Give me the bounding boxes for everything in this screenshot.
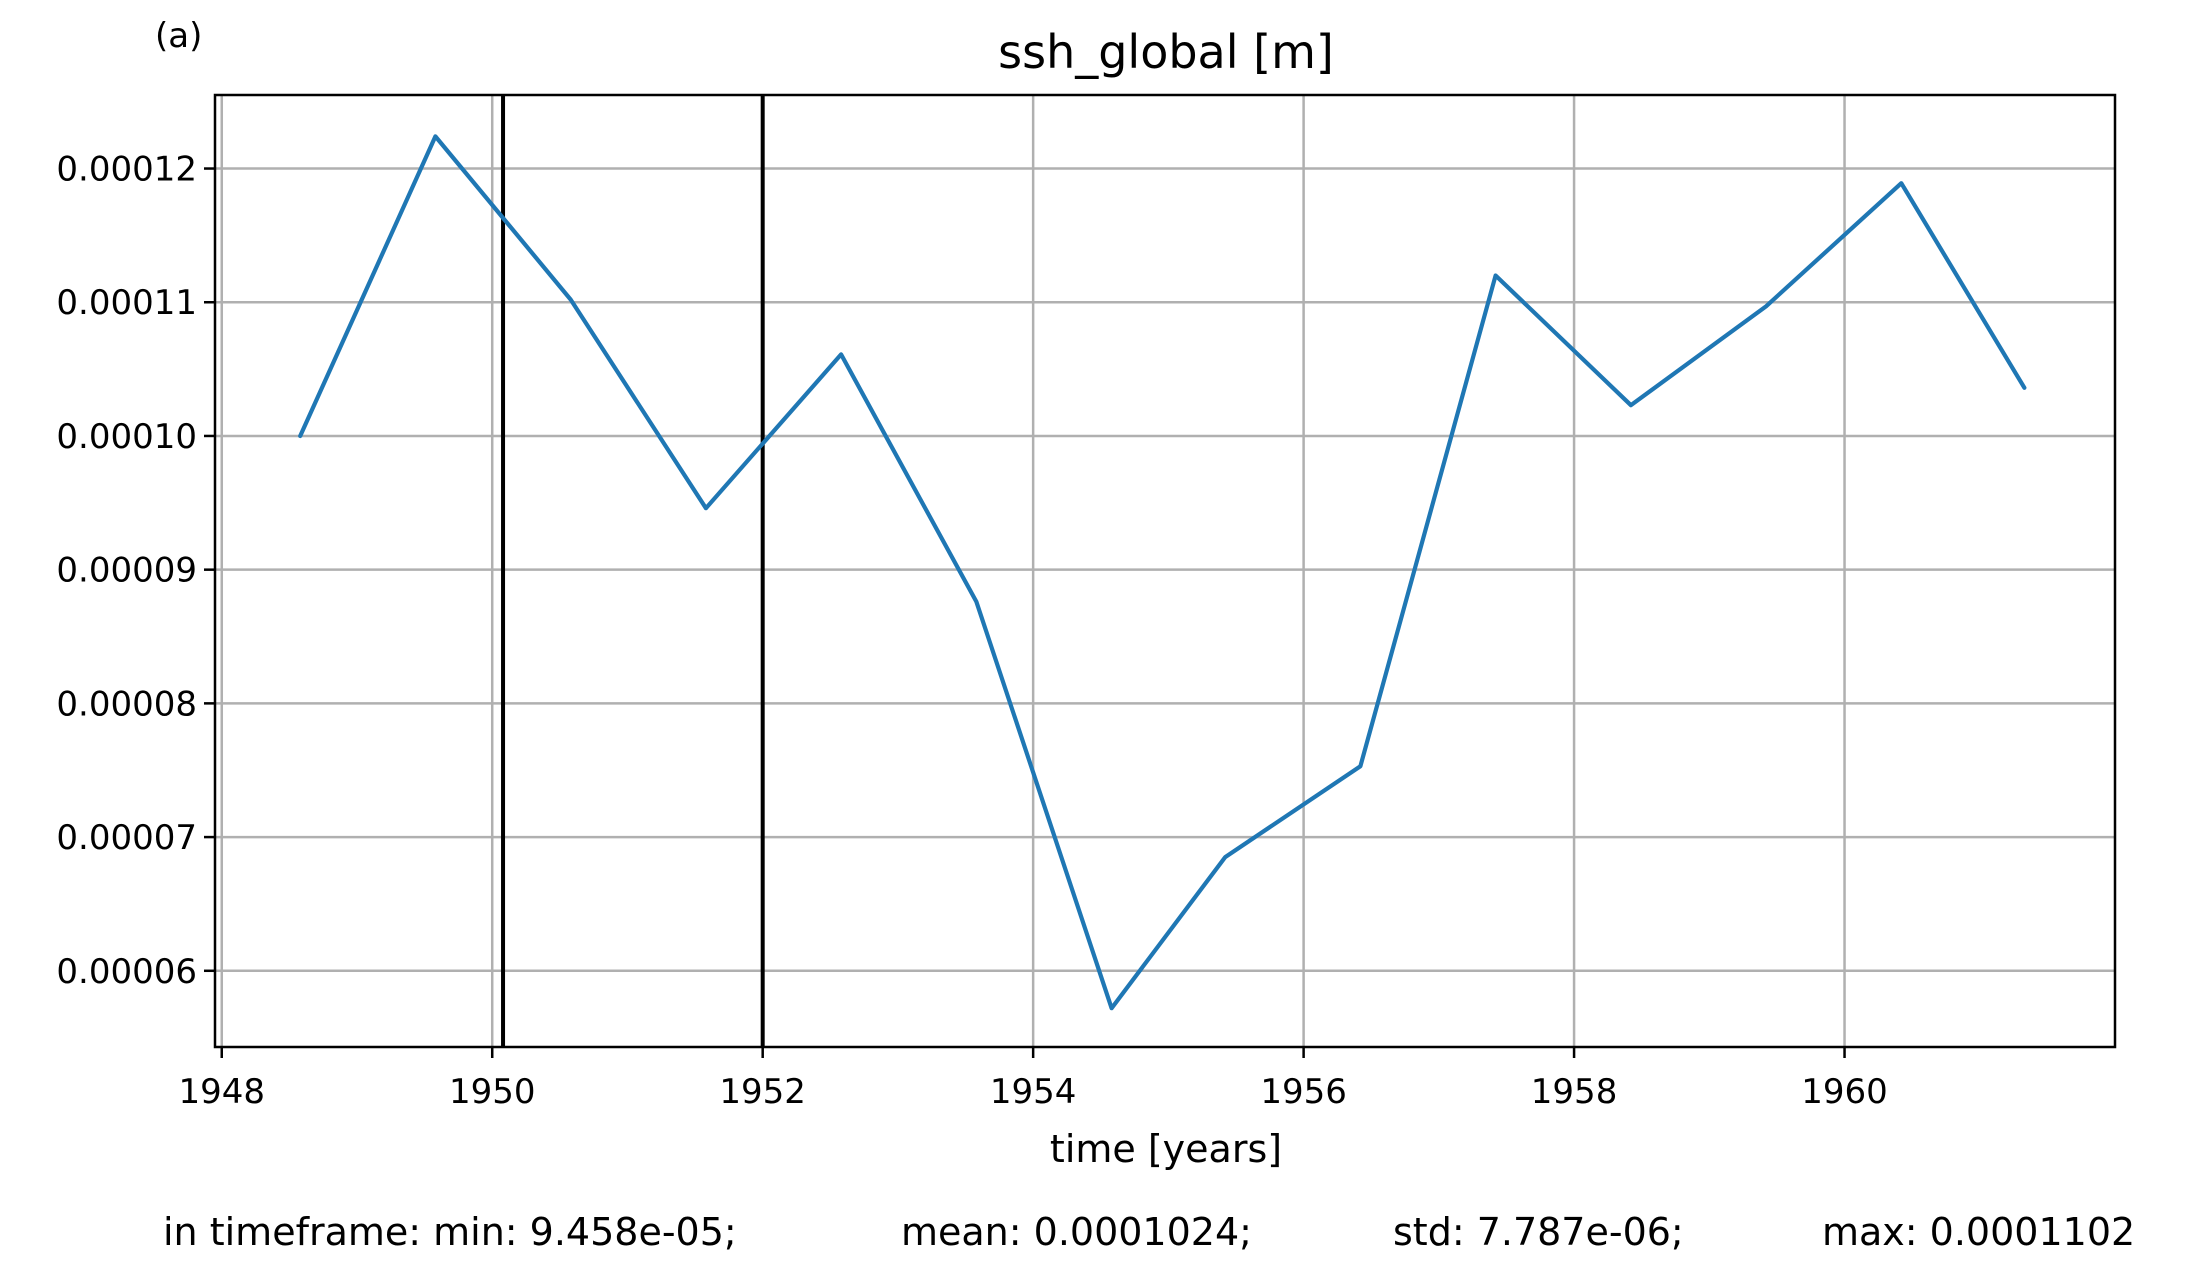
plot-frame <box>213 93 2117 1049</box>
stat-min: in timeframe: min: 9.458e-05; <box>163 1210 737 1254</box>
series-line <box>298 134 2027 1011</box>
y-tick-label: 0.00008 <box>56 684 197 724</box>
stat-max: max: 0.0001102 <box>1822 1210 2135 1254</box>
reference-lines <box>501 95 765 1047</box>
stat-std: std: 7.787e-06; <box>1393 1210 1684 1254</box>
x-axis-label: time [years] <box>1050 1127 1282 1171</box>
x-tick-label: 1950 <box>449 1072 536 1112</box>
x-tick-label: 1956 <box>1260 1072 1347 1112</box>
x-tick-label: 1960 <box>1801 1072 1888 1112</box>
chart-title: ssh_global [m] <box>998 25 1334 79</box>
y-tick-label: 0.00010 <box>56 417 197 457</box>
y-tick-label: 0.00006 <box>56 952 197 992</box>
y-tick-label: 0.00009 <box>56 551 197 591</box>
axis-ticks: 1948 1950 1952 1954 1956 1958 1960 0.00006 0.000… <box>56 150 1887 1112</box>
x-tick-label: 1954 <box>990 1072 1077 1112</box>
y-tick-label: 0.00012 <box>56 150 197 190</box>
stat-mean: mean: 0.0001024; <box>901 1210 1252 1254</box>
y-tick-label: 0.00007 <box>56 818 197 858</box>
panel-label: (a) <box>155 16 202 56</box>
series <box>298 134 2027 1011</box>
x-tick-label: 1958 <box>1531 1072 1618 1112</box>
y-tick-label: 0.00011 <box>56 283 197 323</box>
x-tick-label: 1948 <box>178 1072 265 1112</box>
x-tick-label: 1952 <box>719 1072 806 1112</box>
